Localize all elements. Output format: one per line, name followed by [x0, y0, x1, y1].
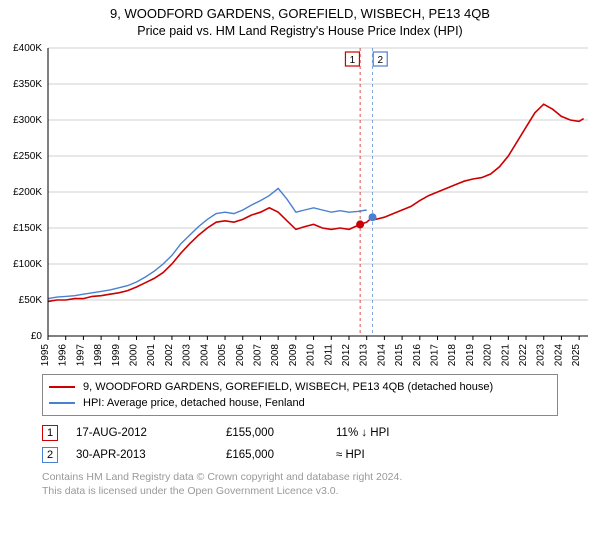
- svg-text:2001: 2001: [146, 344, 157, 367]
- svg-text:2017: 2017: [430, 344, 441, 367]
- svg-text:2014: 2014: [376, 344, 387, 367]
- svg-text:2009: 2009: [288, 344, 299, 367]
- svg-text:£250K: £250K: [13, 151, 42, 162]
- svg-text:£200K: £200K: [13, 187, 42, 198]
- svg-text:£350K: £350K: [13, 79, 42, 90]
- svg-text:2007: 2007: [252, 344, 263, 367]
- svg-text:1998: 1998: [93, 344, 104, 367]
- svg-text:2013: 2013: [359, 344, 370, 367]
- transaction-index: 1: [42, 425, 58, 441]
- transactions-table: 1 17-AUG-2012 £155,000 11% ↓ HPI 2 30-AP…: [42, 422, 558, 466]
- svg-text:2010: 2010: [306, 344, 317, 367]
- transaction-change: ≈ HPI: [336, 449, 476, 461]
- svg-text:2024: 2024: [553, 344, 564, 367]
- svg-text:2000: 2000: [129, 344, 140, 367]
- svg-text:1999: 1999: [111, 344, 122, 367]
- legend-item: HPI: Average price, detached house, Fenl…: [49, 395, 551, 411]
- svg-text:2004: 2004: [199, 344, 210, 367]
- legend-swatch: [49, 402, 75, 404]
- svg-text:2: 2: [377, 55, 383, 66]
- svg-text:£150K: £150K: [13, 223, 42, 234]
- footnote: Contains HM Land Registry data © Crown c…: [42, 470, 558, 498]
- transaction-price: £155,000: [226, 427, 336, 439]
- legend-swatch: [49, 386, 75, 388]
- svg-text:£0: £0: [31, 331, 43, 342]
- svg-text:2008: 2008: [270, 344, 281, 367]
- svg-text:2005: 2005: [217, 344, 228, 367]
- svg-text:1: 1: [350, 55, 356, 66]
- svg-text:£300K: £300K: [13, 115, 42, 126]
- transaction-date: 17-AUG-2012: [76, 427, 226, 439]
- svg-text:2021: 2021: [500, 344, 511, 367]
- subtitle: Price paid vs. HM Land Registry's House …: [0, 21, 600, 40]
- svg-text:2003: 2003: [182, 344, 193, 367]
- svg-text:2025: 2025: [571, 344, 582, 367]
- svg-text:2012: 2012: [341, 344, 352, 367]
- transaction-index: 2: [42, 447, 58, 463]
- address-title: 9, WOODFORD GARDENS, GOREFIELD, WISBECH,…: [0, 0, 600, 21]
- legend-label: 9, WOODFORD GARDENS, GOREFIELD, WISBECH,…: [83, 381, 493, 393]
- legend: 9, WOODFORD GARDENS, GOREFIELD, WISBECH,…: [42, 374, 558, 416]
- svg-text:£400K: £400K: [13, 43, 42, 54]
- transaction-change: 11% ↓ HPI: [336, 427, 476, 439]
- svg-text:2022: 2022: [518, 344, 529, 367]
- footnote-line: This data is licensed under the Open Gov…: [42, 484, 558, 498]
- svg-text:2019: 2019: [465, 344, 476, 367]
- price-chart: £0 £50K £100K £150K £200K £250K £300K £350K £400…: [0, 40, 600, 370]
- transaction-row: 2 30-APR-2013 £165,000 ≈ HPI: [42, 444, 558, 466]
- transaction-price: £165,000: [226, 449, 336, 461]
- svg-text:1995: 1995: [40, 344, 51, 367]
- svg-text:£100K: £100K: [13, 259, 42, 270]
- svg-text:2015: 2015: [394, 344, 405, 367]
- transaction-row: 1 17-AUG-2012 £155,000 11% ↓ HPI: [42, 422, 558, 444]
- svg-text:1997: 1997: [75, 344, 86, 367]
- svg-text:2020: 2020: [483, 344, 494, 367]
- legend-label: HPI: Average price, detached house, Fenl…: [83, 397, 305, 409]
- svg-text:2016: 2016: [412, 344, 423, 367]
- footnote-line: Contains HM Land Registry data © Crown c…: [42, 470, 558, 484]
- svg-text:1996: 1996: [58, 344, 69, 367]
- legend-item: 9, WOODFORD GARDENS, GOREFIELD, WISBECH,…: [49, 379, 551, 395]
- svg-text:2002: 2002: [164, 344, 175, 367]
- svg-text:2023: 2023: [536, 344, 547, 367]
- transaction-date: 30-APR-2013: [76, 449, 226, 461]
- svg-text:2018: 2018: [447, 344, 458, 367]
- svg-text:£50K: £50K: [19, 295, 43, 306]
- svg-text:2006: 2006: [235, 344, 246, 367]
- svg-text:2011: 2011: [323, 344, 334, 366]
